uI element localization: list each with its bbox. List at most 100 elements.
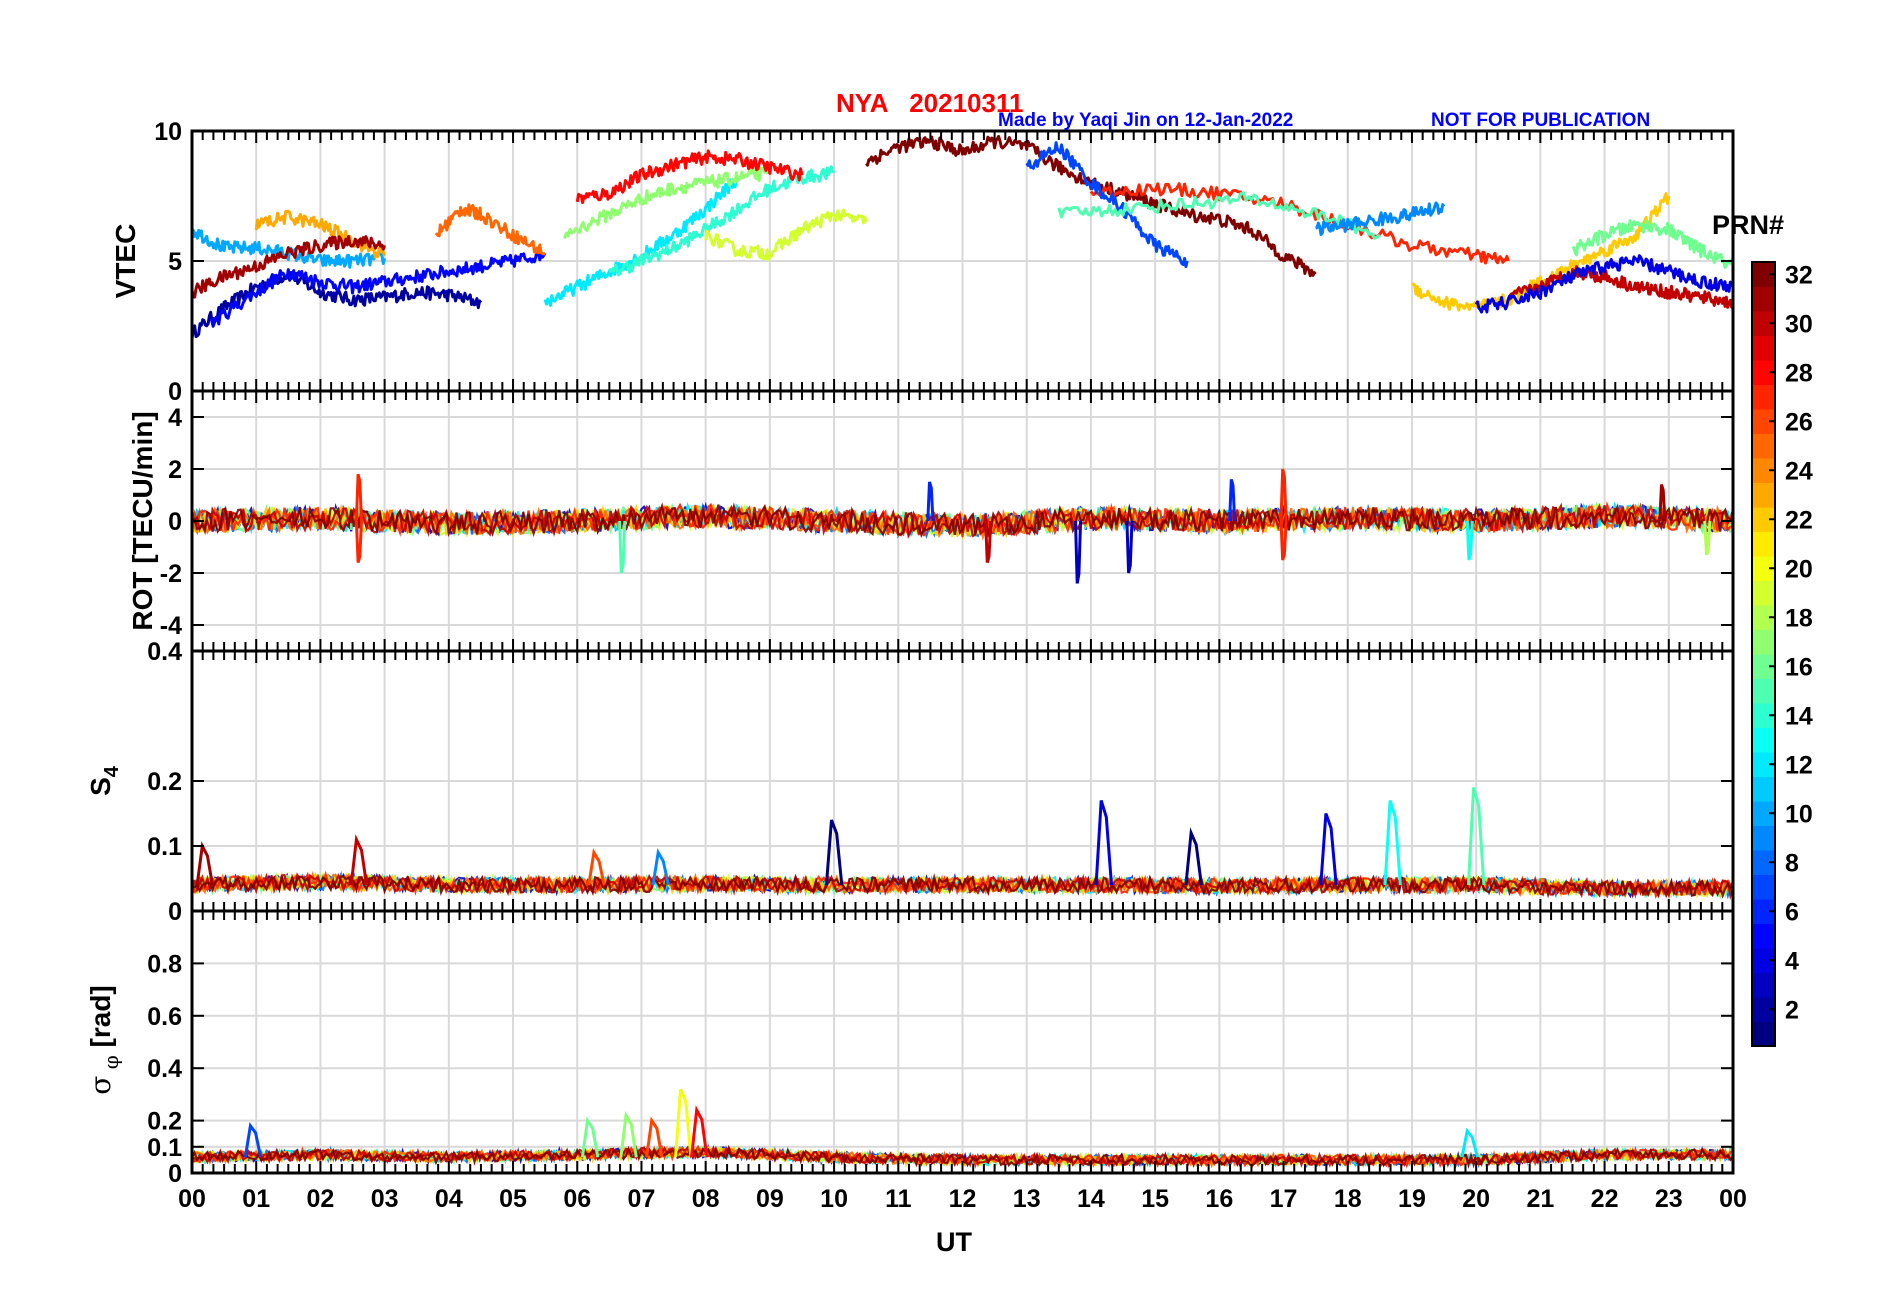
x-tick-label: 19: [1398, 1185, 1426, 1213]
peak-prn-31: [1658, 484, 1667, 522]
colorbar-tick-label: 26: [1785, 408, 1813, 436]
colorbar-segment-prn-22: [1752, 507, 1775, 532]
colorbar-segment-prn-15: [1752, 678, 1775, 704]
colorbar-segment-prn-1: [1752, 1021, 1775, 1047]
y-tick-label-sigma: 0.4: [147, 1055, 182, 1083]
colorbar-tick-label: 20: [1785, 555, 1813, 583]
vtec-series-prn-27: [1089, 182, 1510, 265]
y-tick-label-s4: 0.2: [147, 768, 182, 796]
colorbar-tick-label: 10: [1785, 800, 1813, 828]
peak-prn-12: [1460, 1127, 1479, 1158]
noise-series-prn-32: [192, 873, 1733, 899]
colorbar-segment-prn-30: [1752, 311, 1775, 336]
x-tick-label: 16: [1205, 1185, 1233, 1213]
colorbar-segment-prn-12: [1752, 752, 1775, 777]
peak-prn-1: [1184, 827, 1203, 886]
peak-prn-13: [1465, 520, 1474, 561]
publication-notice: NOT FOR PUBLICATION: [1431, 110, 1651, 131]
vtec-series-prn-31: [192, 235, 387, 299]
colorbar-tick-label: 14: [1785, 702, 1813, 730]
colorbar-tick-label: 16: [1785, 653, 1813, 681]
colorbar-tick-label: 6: [1785, 898, 1799, 926]
x-tick-label: 20: [1462, 1185, 1490, 1213]
colorbar-segment-prn-14: [1752, 703, 1775, 728]
colorbar-segment-prn-9: [1752, 825, 1775, 851]
y-tick-label-sigma: 0.6: [147, 1003, 182, 1031]
colorbar-segment-prn-24: [1752, 458, 1775, 483]
vtec-series-prn-10: [192, 228, 387, 269]
peak-prn-4: [1094, 800, 1113, 886]
plot-area-vtec: [192, 134, 1733, 340]
colorbar-tick-label: 8: [1785, 849, 1799, 877]
y-tick-label-vtec: 5: [168, 248, 182, 276]
peak-prn-20: [674, 1088, 693, 1158]
y-tick-label-rot: -2: [160, 560, 182, 588]
peak-prn-6: [926, 481, 935, 522]
peak-prn-3: [1125, 520, 1134, 574]
colorbar-segment-prn-27: [1752, 384, 1775, 410]
colorbar-segment-prn-29: [1752, 335, 1775, 361]
y-tick-label-s4: 0.1: [147, 833, 182, 861]
colorbar-segment-prn-18: [1752, 605, 1775, 630]
y-tick-label-rot: 2: [168, 456, 182, 484]
x-axis-label: UT: [936, 1227, 972, 1257]
chart-author-note: Made by Yaqi Jin on 12-Jan-2022: [998, 110, 1294, 131]
y-tick-label-rot: 4: [168, 404, 182, 432]
x-tick-label: 05: [499, 1185, 527, 1213]
peak-prn-9: [651, 848, 670, 886]
vtec-series-prn-5: [209, 247, 547, 328]
x-tick-label: 14: [1077, 1185, 1105, 1213]
colorbar-tick-label: 32: [1785, 261, 1813, 289]
colorbar-segment-prn-23: [1752, 482, 1775, 508]
peak-prn-15: [618, 520, 627, 574]
x-tick-label: 06: [563, 1185, 591, 1213]
x-tick-label: 22: [1591, 1185, 1619, 1213]
noise-series-prn-32: [192, 502, 1733, 539]
colorbar-segment-prn-6: [1752, 899, 1775, 924]
x-tick-label: 18: [1334, 1185, 1362, 1213]
peak-prn-27: [1279, 468, 1288, 522]
y-tick-label-vtec: 0: [168, 378, 182, 406]
colorbar-segment-prn-31: [1752, 286, 1775, 312]
y-tick-label-rot: -4: [160, 612, 182, 640]
colorbar-segment-prn-4: [1752, 948, 1775, 973]
colorbar-segment-prn-25: [1752, 433, 1775, 459]
colorbar-tick-label: 4: [1785, 947, 1799, 975]
y-tick-label-sigma: 0.8: [147, 950, 182, 978]
colorbar-tick-label: 2: [1785, 996, 1799, 1024]
x-tick-label: 01: [242, 1185, 270, 1213]
vtec-series-prn-22: [1411, 192, 1671, 312]
vtec-series-prn-19: [704, 208, 868, 262]
peak-prn-30: [349, 834, 369, 886]
colorbar: [1751, 261, 1776, 1047]
peak-prn-15: [1467, 787, 1486, 886]
x-tick-label: 00: [1719, 1185, 1747, 1213]
x-tick-label: 11: [885, 1185, 912, 1213]
vtec-series-prn-9: [1315, 201, 1446, 237]
colorbar-frame: [1751, 261, 1776, 1047]
vtec-series-prn-4: [1474, 254, 1733, 314]
vtec-series-prn-14: [608, 165, 836, 277]
colorbar-segment-prn-32: [1752, 262, 1775, 287]
peak-prn-6: [1228, 479, 1237, 522]
y-tick-label-sigma: 0.2: [147, 1108, 182, 1136]
y-tick-label-s4: 0: [168, 898, 182, 926]
x-tick-label: 23: [1655, 1185, 1683, 1213]
x-tick-label: 04: [435, 1185, 463, 1213]
colorbar-tick-label: 30: [1785, 310, 1813, 338]
x-tick-label: 12: [949, 1185, 977, 1213]
colorbar-tick-label: 18: [1785, 604, 1813, 632]
peak-prn-7: [243, 1122, 263, 1158]
x-tick-label: 10: [820, 1185, 848, 1213]
peak-prn-27: [1279, 520, 1288, 561]
colorbar-segment-prn-10: [1752, 801, 1775, 826]
colorbar-segment-prn-2: [1752, 997, 1775, 1022]
y-tick-label-rot: 0: [168, 508, 182, 536]
x-tick-label: 02: [307, 1185, 335, 1213]
chart-title-station-date: NYA 20210311: [836, 88, 1024, 118]
vtec-series-prn-28: [575, 149, 804, 205]
colorbar-tick-label: 28: [1785, 359, 1813, 387]
colorbar-segment-prn-3: [1752, 972, 1775, 998]
peak-prn-31: [195, 841, 214, 886]
